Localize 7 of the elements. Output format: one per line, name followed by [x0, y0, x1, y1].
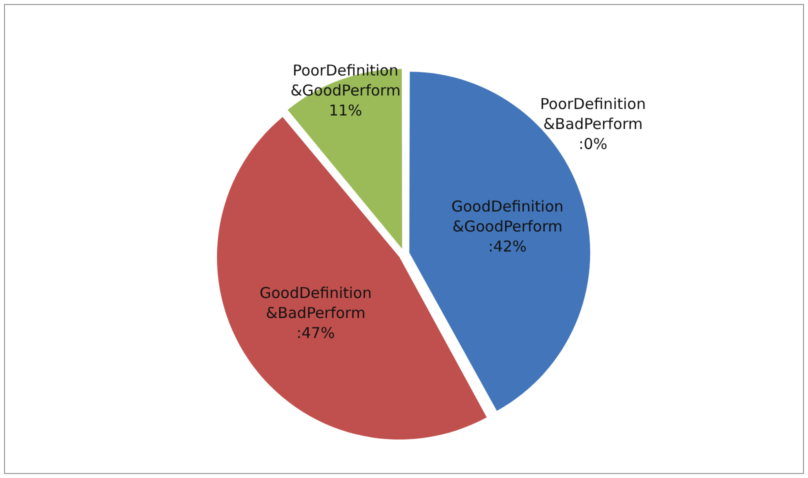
slice-label: GoodDefinition &GoodPerform: [451, 197, 564, 236]
data-label: 11%: [328, 101, 362, 120]
text: :0%: [578, 134, 608, 153]
category-label: PoorDefinition &BadPerform: [540, 94, 646, 133]
data-label: :42%: [488, 237, 527, 256]
slice-label: GoodDefinition &BadPerform: [260, 284, 372, 322]
data-label: :47%: [296, 324, 335, 342]
